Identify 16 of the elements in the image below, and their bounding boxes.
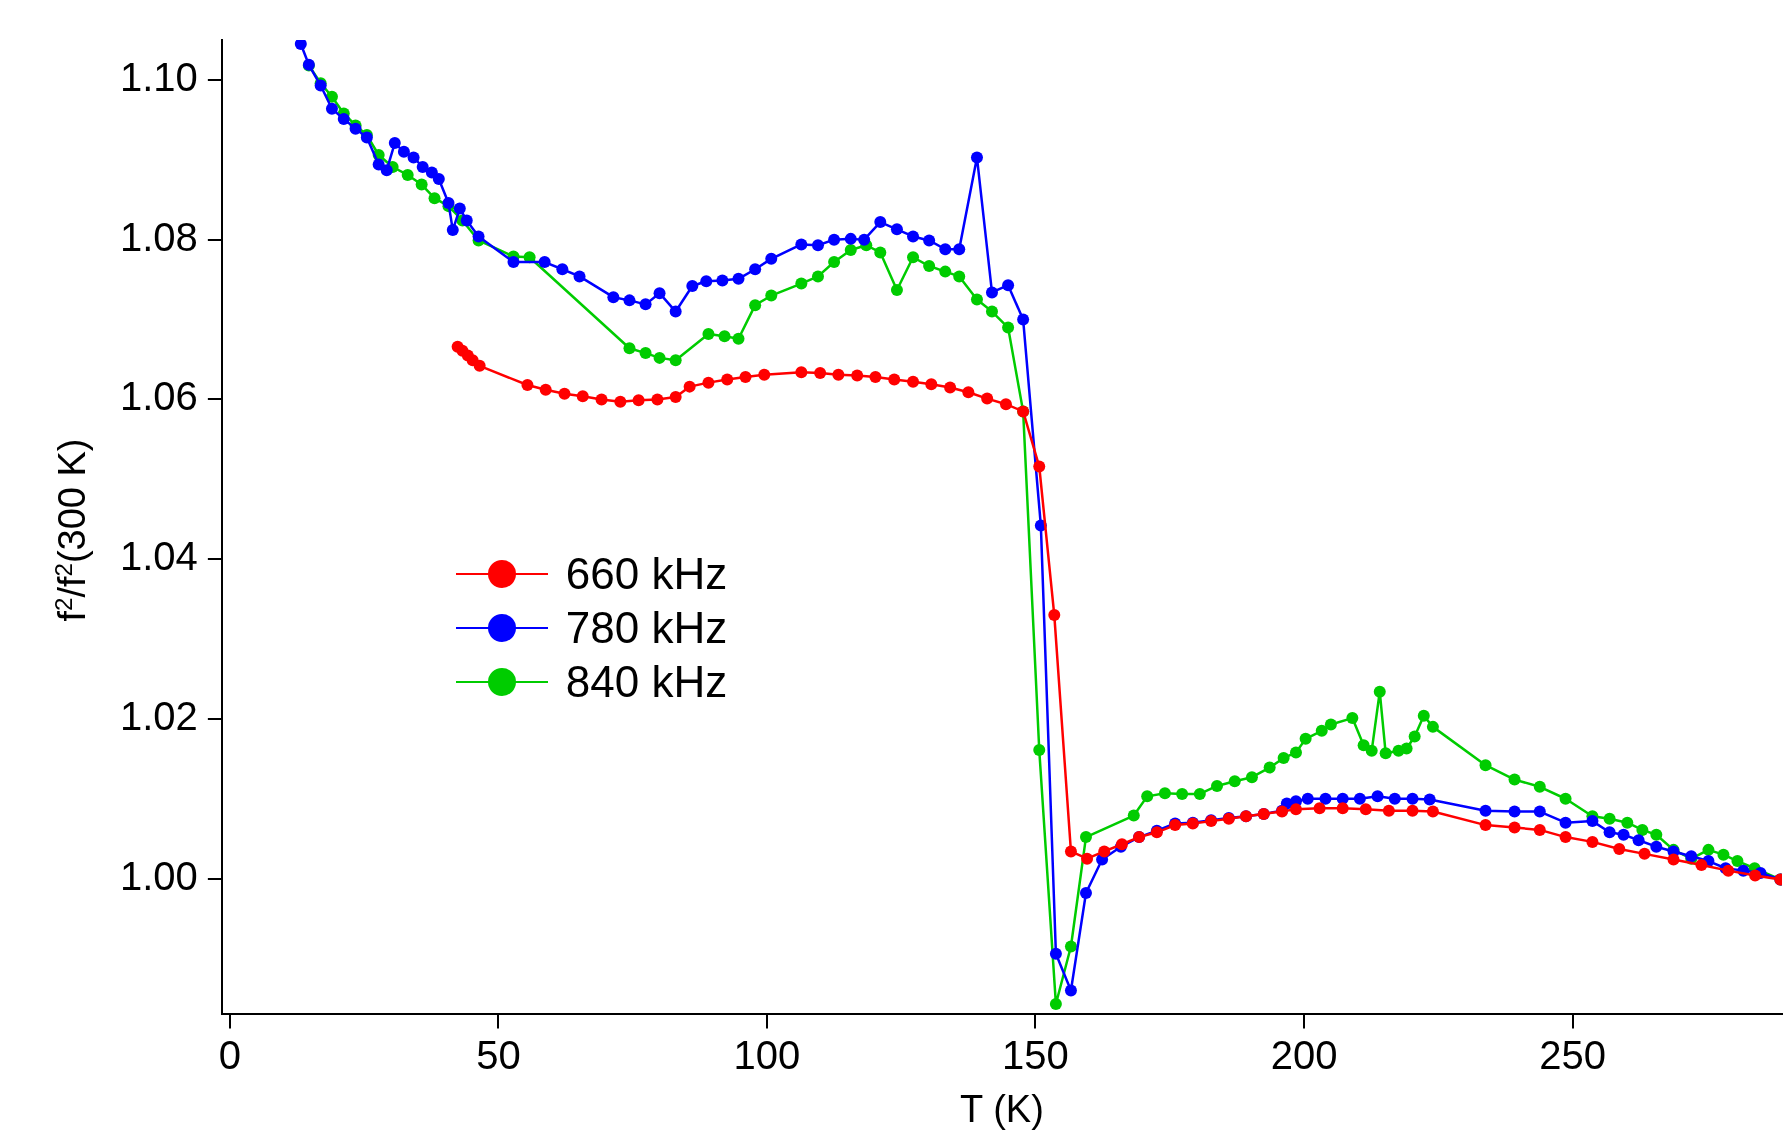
x-tick-label: 200 [1270,1033,1338,1078]
y-tick-label: 1.10 [119,54,198,99]
x-tick-label: 0 [218,1033,242,1078]
y-tick-label: 1.08 [119,214,198,259]
y-tick-label: 1.00 [119,853,198,898]
x-axis-title: T (K) [960,1087,1044,1130]
legend-label: 660 kHz [565,548,728,599]
legend-label: 840 kHz [565,656,728,707]
y-tick-label: 1.06 [119,374,198,419]
legend-label: 780 kHz [565,602,728,653]
y-tick-label: 1.04 [119,534,198,579]
x-tick-label: 50 [476,1033,521,1078]
x-tick-label: 100 [733,1033,801,1078]
x-tick-label: 250 [1539,1033,1606,1078]
x-tick-label: 150 [1002,1033,1069,1078]
y-tick-label: 1.02 [119,693,198,738]
